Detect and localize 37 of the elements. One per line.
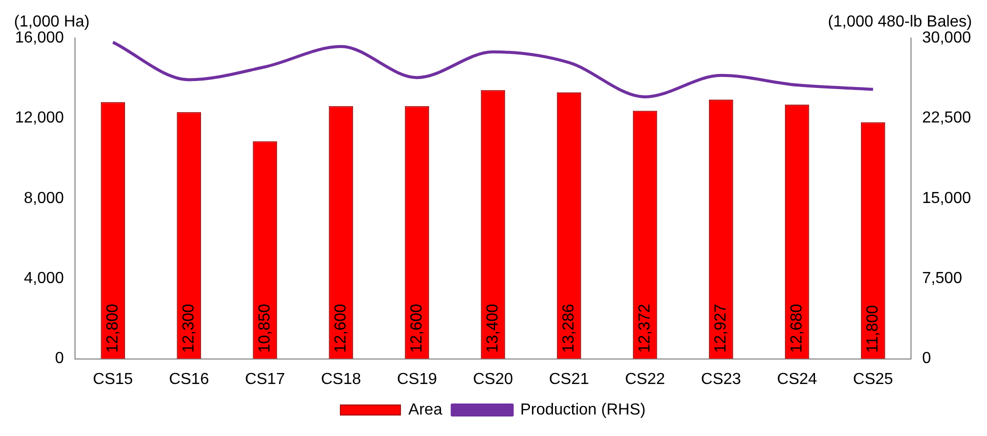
y2-tick-label: 7,500 [922,270,962,288]
line-series [111,40,875,98]
data-label: 12,600 [332,304,350,353]
y2-axis-title: (1,000 480-lb Bales) [828,13,972,30]
data-label: 12,300 [180,304,198,353]
data-label: 11,800 [864,304,882,353]
data-label: 12,927 [712,304,730,353]
data-label: 13,286 [560,304,578,353]
x-tick-label: CS22 [625,370,666,388]
x-tick-label: CS20 [472,370,514,388]
y2-tick-label: 22,500 [922,110,972,127]
y-tick-label: 0 [55,350,64,368]
y-axis-title: (1,000 Ha) [14,13,90,30]
x-tick-label: CS25 [853,370,894,388]
y-tick-label: 16,000 [15,29,64,46]
y-tick-label: 12,000 [15,110,64,127]
x-tick-label: CS21 [548,370,590,388]
y2-tick-label: 30,000 [922,29,972,46]
x-tick-label: CS24 [777,370,818,388]
x-tick-label: CS15 [92,370,134,388]
y2-tick-label: 0 [922,350,932,368]
x-tick-label: CS18 [320,370,362,388]
data-label: 13,400 [484,304,502,353]
x-tick-label: CS17 [244,370,286,388]
y-tick-label: 4,000 [24,270,64,288]
data-label: 10,850 [256,304,274,353]
y-tick-label: 8,000 [24,190,64,207]
x-tick-label: CS19 [396,370,438,388]
legend-label: Production (RHS) [520,401,646,418]
data-label: 12,800 [104,304,122,353]
legend-label: Area [408,401,442,418]
data-label: 12,372 [636,304,654,353]
data-label: 12,600 [408,304,426,353]
x-tick-label: CS23 [701,370,742,388]
data-label: 12,680 [788,304,806,353]
y2-tick-label: 15,000 [922,190,972,207]
x-tick-label: CS16 [168,370,210,388]
